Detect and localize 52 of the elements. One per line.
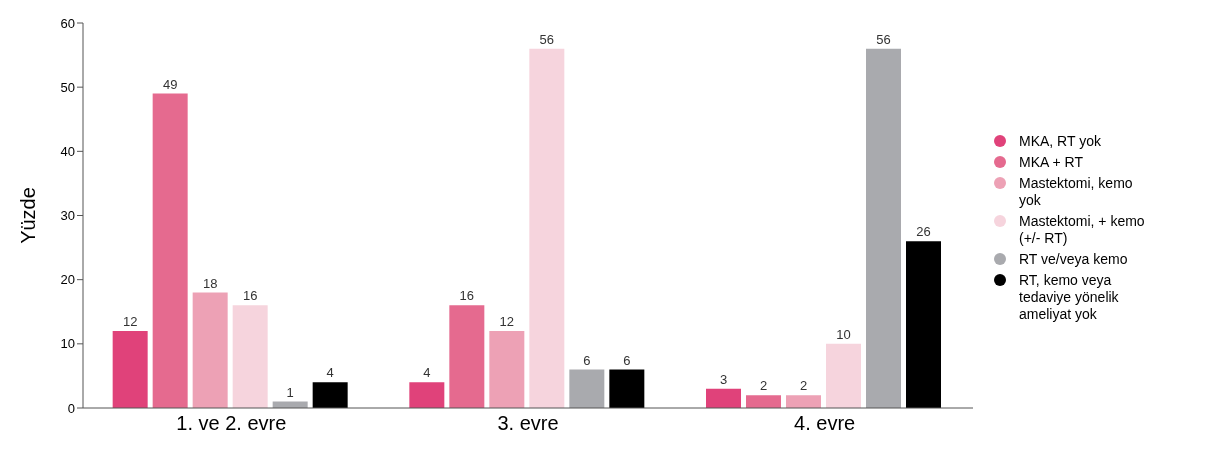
bar <box>449 305 485 408</box>
y-tick-label: 60 <box>60 15 75 31</box>
bar <box>232 305 268 408</box>
data-label: 10 <box>836 326 851 342</box>
bar <box>489 331 525 408</box>
data-label: 2 <box>799 378 808 394</box>
bar <box>826 343 861 408</box>
data-label: 16 <box>459 288 475 304</box>
data-label: 49 <box>162 76 178 92</box>
data-label: 12 <box>122 314 138 329</box>
x-tick-label: 4. evre <box>794 412 856 435</box>
bar <box>529 48 565 408</box>
bar <box>609 369 645 408</box>
legend-label: Mastektomi, + kemo (+/- RT) <box>1019 213 1146 247</box>
legend-label: MKA + RT <box>1019 154 1083 171</box>
y-tick-label: 10 <box>60 336 75 352</box>
data-label: 4 <box>423 365 431 381</box>
y-tick-label: 20 <box>60 272 75 288</box>
legend-label: Mastektomi, kemo yok <box>1019 175 1134 209</box>
data-label: 16 <box>242 288 258 304</box>
data-label: 3 <box>719 371 728 387</box>
bar <box>906 241 941 408</box>
legend-label: RT ve/veya kemo <box>1019 251 1128 268</box>
y-axis-title: Yüzde <box>17 187 40 244</box>
data-label: 18 <box>202 275 218 291</box>
data-label: 6 <box>583 352 591 368</box>
x-tick-label: 3. evre <box>497 412 559 435</box>
bar <box>866 48 901 408</box>
y-tick-label: 50 <box>60 79 75 95</box>
data-label: 1 <box>286 384 294 400</box>
bar <box>409 382 445 408</box>
y-tick-label: 30 <box>60 208 75 224</box>
bar <box>312 382 348 408</box>
data-label: 2 <box>759 378 768 394</box>
data-label: 4 <box>326 365 334 381</box>
y-tick-label: 40 <box>60 143 75 159</box>
x-tick-label: 1. ve 2. evre <box>176 412 287 435</box>
bar <box>192 292 228 408</box>
data-label: 56 <box>539 31 555 47</box>
bar <box>786 395 821 408</box>
data-label: 12 <box>499 314 515 329</box>
y-tick-label: 0 <box>67 400 75 416</box>
bar <box>706 388 741 408</box>
bar <box>152 93 188 408</box>
bar <box>112 331 148 408</box>
legend-label: RT, kemo veya tedaviye yönelik ameliyat yok <box>1019 272 1120 323</box>
data-label: 26 <box>916 224 931 240</box>
legend-label: MKA, RT yok <box>1019 133 1101 150</box>
bar <box>746 395 781 408</box>
bar <box>569 369 605 408</box>
data-label: 56 <box>876 31 891 47</box>
data-label: 6 <box>623 352 631 368</box>
